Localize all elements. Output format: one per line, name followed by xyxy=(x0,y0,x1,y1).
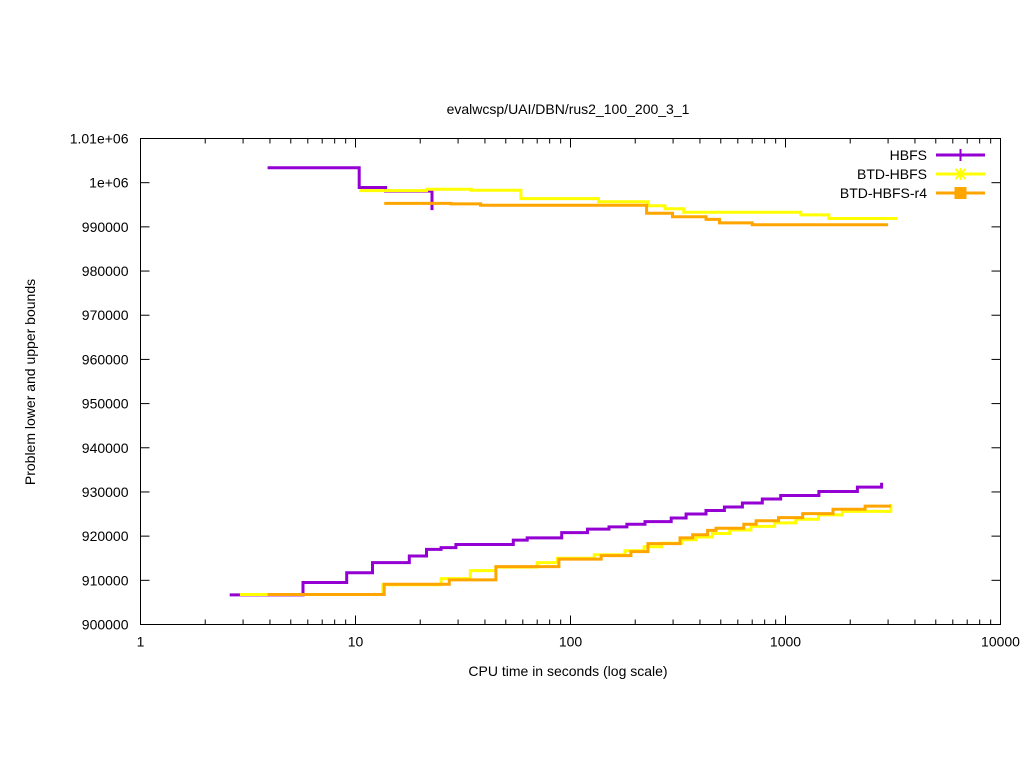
y-tick-label: 960000 xyxy=(82,351,129,367)
y-tick-label: 1.01e+06 xyxy=(70,131,129,147)
y-axis-label: Problem lower and upper bounds xyxy=(22,279,38,485)
x-tick-label: 100 xyxy=(559,634,583,650)
axis-ticks: 1 10 100 1000 10000 900000 910000 920000 930000 9… xyxy=(70,131,1020,650)
x-tick-label: 10 xyxy=(348,634,364,650)
x-tick-label: 1000 xyxy=(770,634,801,650)
legend-item-hbfs: HBFS xyxy=(890,147,985,163)
series-btd-hbfs-r4 xyxy=(267,201,891,596)
legend-marker-square xyxy=(954,187,967,199)
plot-area-border xyxy=(140,138,1001,625)
chart-title: evalwcsp/UAI/DBN/rus2_100_200_3_1 xyxy=(447,101,690,117)
series-line-btd-hbfs-r4-upper xyxy=(384,201,889,227)
y-tick-label: 940000 xyxy=(82,440,129,456)
x-tick-label: 1 xyxy=(137,634,145,650)
y-tick-label: 920000 xyxy=(82,528,129,544)
y-tick-label: 970000 xyxy=(82,307,129,323)
series-line-hbfs-lower xyxy=(229,482,884,597)
legend-item-btd-hbfs: BTD-HBFS xyxy=(857,166,985,182)
series-line-btd-hbfs-r4-lower xyxy=(267,504,891,596)
y-tick-label: 910000 xyxy=(82,572,129,588)
x-axis-label: CPU time in seconds (log scale) xyxy=(468,663,667,679)
y-tick-label: 980000 xyxy=(82,263,129,279)
series-hbfs xyxy=(229,166,884,597)
y-tick-label: 950000 xyxy=(82,396,129,412)
y-tick-label: 930000 xyxy=(82,484,129,500)
x-tick-label: 10000 xyxy=(981,634,1020,650)
legend-item-btd-hbfs-r4: BTD-HBFS-r4 xyxy=(840,185,985,201)
legend-label: HBFS xyxy=(890,147,927,163)
y-tick-label: 900000 xyxy=(82,617,129,633)
legend-marker-star xyxy=(954,168,967,180)
legend: HBFS BTD-HBFS BTD-HBFS-r4 xyxy=(840,147,985,201)
y-tick-label: 990000 xyxy=(82,219,129,235)
legend-label: BTD-HBFS xyxy=(857,166,927,182)
legend-label: BTD-HBFS-r4 xyxy=(840,185,927,201)
y-tick-label: 1e+06 xyxy=(89,175,129,191)
series-layer xyxy=(229,166,897,597)
series-line-hbfs-upper xyxy=(267,166,434,211)
